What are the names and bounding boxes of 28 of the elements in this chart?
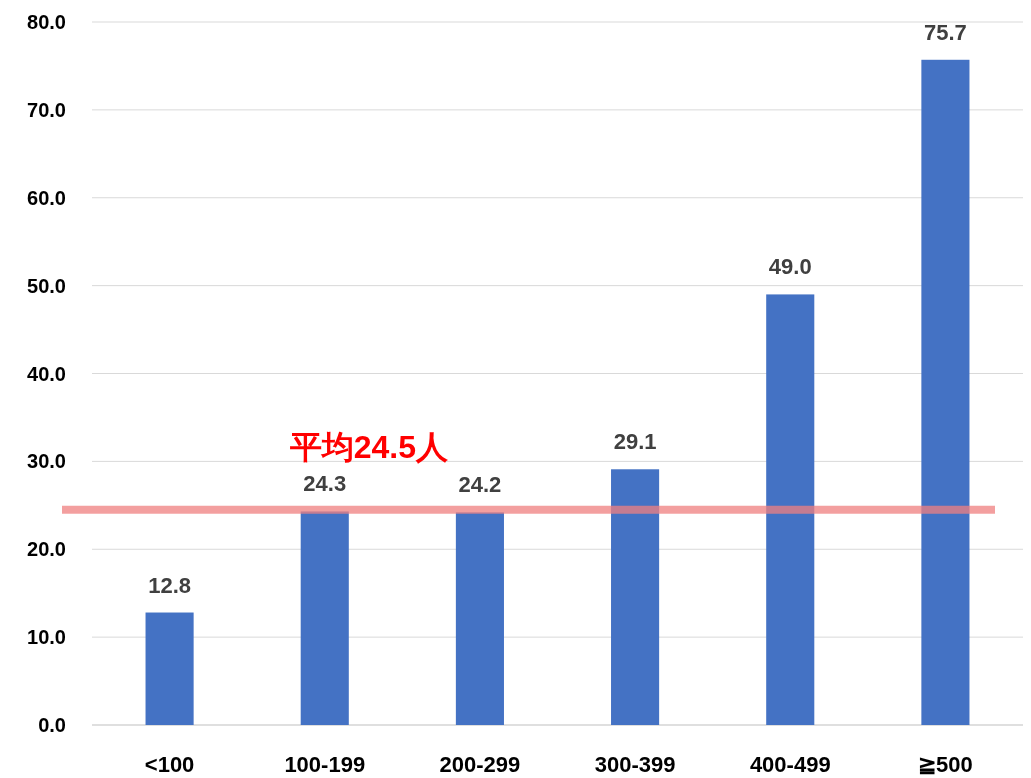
- y-tick-label: 60.0: [27, 186, 66, 209]
- bar: [300, 511, 349, 725]
- bar: [611, 469, 660, 725]
- data-label: 12.8: [148, 572, 191, 598]
- bar: [145, 612, 194, 725]
- y-tick-label: 40.0: [27, 362, 66, 385]
- y-tick-label: 50.0: [27, 274, 66, 297]
- y-tick-label: 70.0: [27, 98, 66, 121]
- bar: [766, 294, 815, 725]
- data-label: 75.7: [924, 19, 967, 45]
- y-tick-label: 80.0: [27, 11, 66, 33]
- x-tick-label: 100-199: [284, 752, 366, 777]
- bar: [455, 512, 504, 725]
- y-tick-label: 0.0: [38, 714, 66, 736]
- x-tick-label: 300-399: [594, 752, 676, 777]
- bar: [921, 59, 970, 725]
- ref-line-label: 平均24.5人: [288, 428, 450, 465]
- data-label: 24.2: [458, 472, 502, 498]
- y-tick-label: 20.0: [27, 538, 66, 561]
- y-tick-label: 30.0: [27, 450, 66, 473]
- data-label: 24.3: [303, 471, 347, 497]
- x-tick-label: ≧500: [918, 752, 973, 777]
- x-tick-label: <100: [144, 752, 195, 777]
- x-tick-label: 400-499: [749, 752, 831, 777]
- x-tick-label: 200-299: [439, 752, 521, 777]
- data-label: 29.1: [613, 429, 657, 455]
- y-tick-label: 10.0: [27, 626, 66, 649]
- data-label: 49.0: [768, 254, 812, 280]
